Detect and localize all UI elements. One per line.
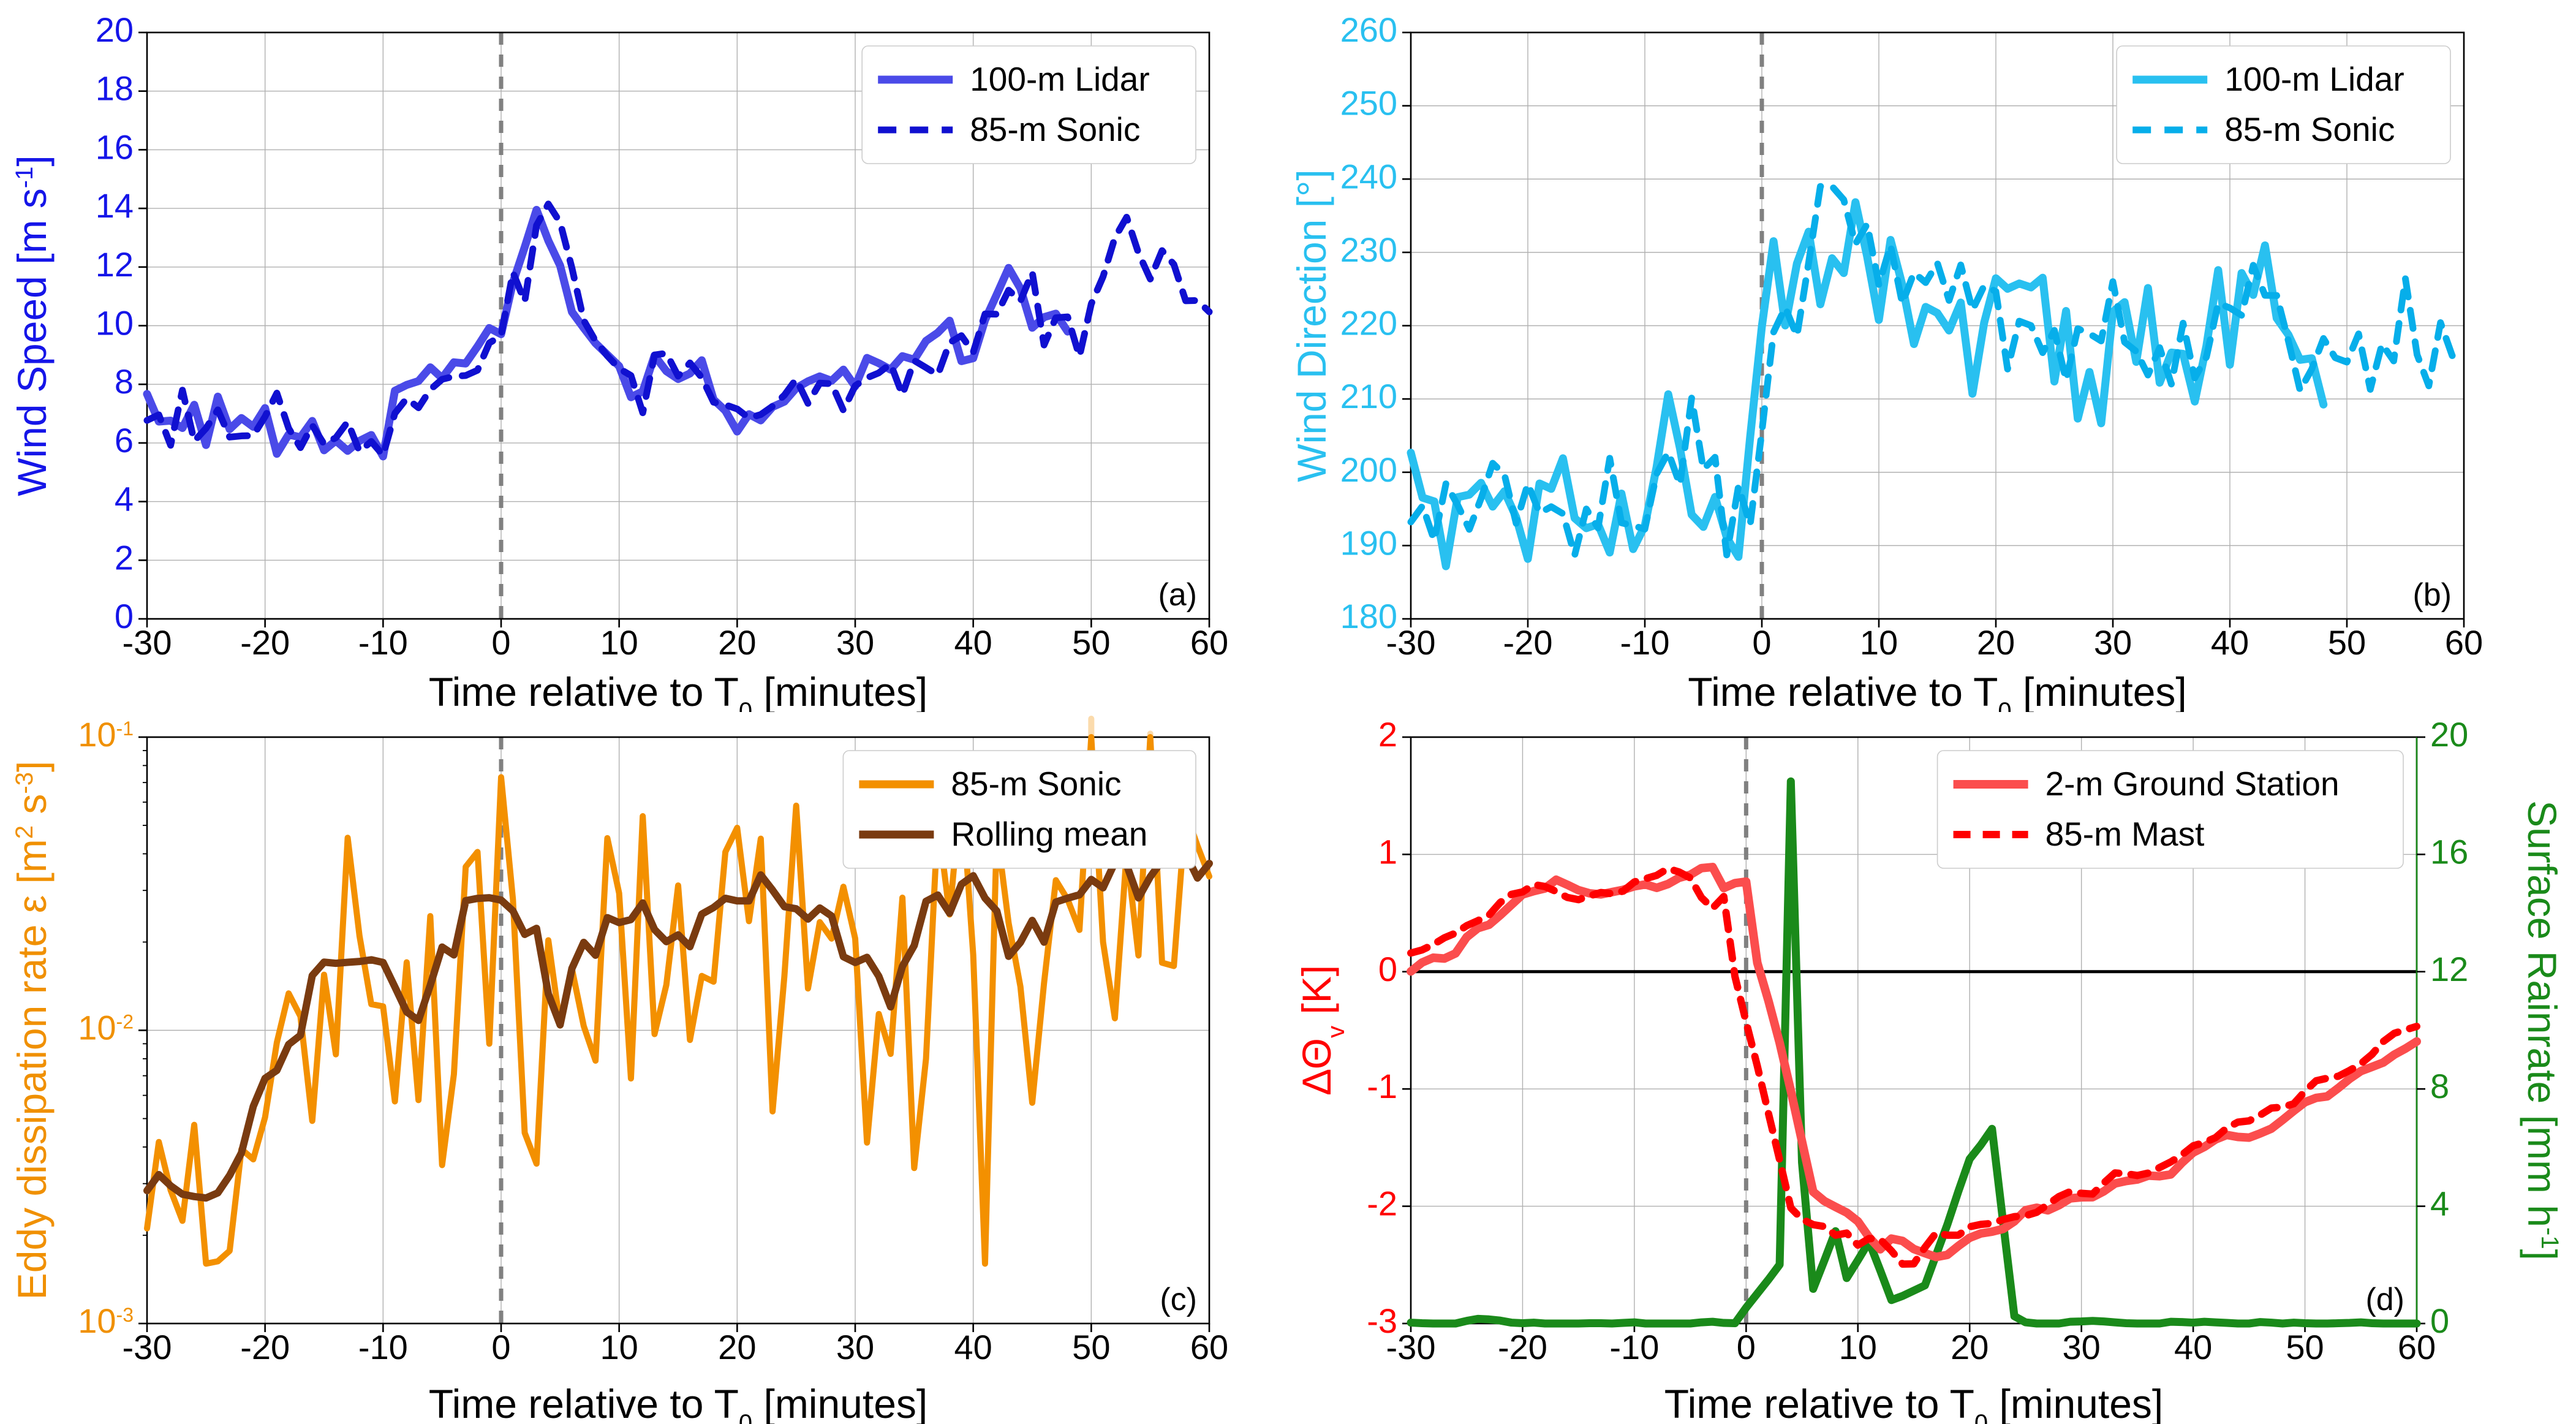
svg-text:0: 0 bbox=[1737, 1328, 1756, 1366]
svg-text:-3: -3 bbox=[1367, 1301, 1397, 1340]
svg-text:Eddy dissipation rate ε [m2 s-: Eddy dissipation rate ε [m2 s-3] bbox=[9, 761, 55, 1300]
svg-text:200: 200 bbox=[1340, 450, 1397, 489]
svg-text:Time relative to T0 [minutes]: Time relative to T0 [minutes] bbox=[429, 1381, 928, 1424]
svg-text:-10: -10 bbox=[358, 1328, 408, 1366]
svg-text:100-m Lidar: 100-m Lidar bbox=[2224, 60, 2404, 98]
svg-text:240: 240 bbox=[1340, 157, 1397, 195]
svg-text:190: 190 bbox=[1340, 523, 1397, 562]
svg-text:30: 30 bbox=[2063, 1328, 2101, 1366]
svg-text:85-m Sonic: 85-m Sonic bbox=[2224, 110, 2395, 148]
svg-text:0: 0 bbox=[491, 623, 510, 662]
svg-text:30: 30 bbox=[836, 623, 874, 662]
svg-text:85-m Sonic: 85-m Sonic bbox=[951, 765, 1121, 803]
svg-text:-20: -20 bbox=[240, 1328, 290, 1366]
svg-text:14: 14 bbox=[96, 186, 134, 225]
svg-text:-20: -20 bbox=[1498, 1328, 1547, 1366]
svg-text:0: 0 bbox=[2430, 1301, 2449, 1340]
svg-text:50: 50 bbox=[2286, 1328, 2324, 1366]
svg-text:10: 10 bbox=[1839, 1328, 1877, 1366]
svg-text:4: 4 bbox=[115, 480, 134, 518]
svg-text:2-m Ground Station: 2-m Ground Station bbox=[2045, 765, 2340, 803]
svg-text:230: 230 bbox=[1340, 230, 1397, 269]
svg-text:-20: -20 bbox=[240, 623, 290, 662]
svg-text:60: 60 bbox=[1190, 1328, 1228, 1366]
svg-text:30: 30 bbox=[2094, 623, 2132, 662]
svg-text:4: 4 bbox=[2430, 1184, 2449, 1223]
svg-text:60: 60 bbox=[2445, 623, 2483, 662]
svg-text:-10: -10 bbox=[1609, 1328, 1659, 1366]
svg-text:Time relative to T0 [minutes]: Time relative to T0 [minutes] bbox=[429, 669, 928, 712]
svg-text:12: 12 bbox=[96, 245, 134, 284]
svg-text:(b): (b) bbox=[2412, 577, 2452, 613]
svg-text:Time relative to T0 [minutes]: Time relative to T0 [minutes] bbox=[1688, 669, 2187, 712]
svg-text:20: 20 bbox=[96, 10, 134, 49]
svg-text:20: 20 bbox=[1977, 623, 2015, 662]
svg-text:10: 10 bbox=[1860, 623, 1898, 662]
svg-text:Time relative to T0 [minutes]: Time relative to T0 [minutes] bbox=[1664, 1381, 2164, 1424]
svg-text:6: 6 bbox=[115, 421, 134, 460]
svg-text:20: 20 bbox=[718, 1328, 756, 1366]
svg-text:-10: -10 bbox=[358, 623, 408, 662]
svg-text:16: 16 bbox=[96, 127, 134, 166]
svg-text:-1: -1 bbox=[1367, 1067, 1397, 1105]
svg-text:85-m Sonic: 85-m Sonic bbox=[970, 110, 1140, 148]
svg-text:20: 20 bbox=[718, 623, 756, 662]
svg-text:10: 10 bbox=[600, 1328, 638, 1366]
svg-text:(a): (a) bbox=[1158, 577, 1197, 613]
svg-text:210: 210 bbox=[1340, 377, 1397, 415]
svg-text:2: 2 bbox=[1378, 715, 1397, 754]
svg-text:50: 50 bbox=[2328, 623, 2366, 662]
svg-text:18: 18 bbox=[96, 69, 134, 108]
svg-text:50: 50 bbox=[1072, 1328, 1110, 1366]
svg-text:0: 0 bbox=[491, 1328, 510, 1366]
svg-text:30: 30 bbox=[836, 1328, 874, 1366]
svg-text:16: 16 bbox=[2430, 832, 2468, 871]
svg-text:10: 10 bbox=[96, 304, 134, 343]
svg-text:60: 60 bbox=[1190, 623, 1228, 662]
svg-text:50: 50 bbox=[1072, 623, 1110, 662]
svg-text:0: 0 bbox=[115, 597, 134, 635]
svg-text:0: 0 bbox=[1378, 950, 1397, 988]
svg-text:40: 40 bbox=[2174, 1328, 2212, 1366]
svg-text:Wind Speed [m s-1]: Wind Speed [m s-1] bbox=[9, 155, 55, 496]
svg-text:1: 1 bbox=[1378, 832, 1397, 871]
svg-text:Wind Direction [°]: Wind Direction [°] bbox=[1289, 169, 1334, 482]
svg-text:10: 10 bbox=[600, 623, 638, 662]
svg-text:-30: -30 bbox=[123, 1328, 172, 1366]
svg-text:100-m Lidar: 100-m Lidar bbox=[970, 60, 1149, 98]
svg-text:20: 20 bbox=[2430, 715, 2468, 754]
svg-text:250: 250 bbox=[1340, 84, 1397, 123]
svg-text:8: 8 bbox=[115, 362, 134, 401]
svg-text:220: 220 bbox=[1340, 304, 1397, 343]
svg-text:0: 0 bbox=[1752, 623, 1771, 662]
svg-text:260: 260 bbox=[1340, 10, 1397, 49]
svg-text:8: 8 bbox=[2430, 1067, 2449, 1105]
svg-text:85-m Mast: 85-m Mast bbox=[2045, 815, 2205, 853]
svg-text:(d): (d) bbox=[2365, 1282, 2404, 1317]
svg-text:-10: -10 bbox=[1620, 623, 1670, 662]
svg-text:Rolling mean: Rolling mean bbox=[951, 815, 1147, 853]
svg-text:20: 20 bbox=[1951, 1328, 1989, 1366]
svg-text:(c): (c) bbox=[1160, 1282, 1197, 1317]
svg-text:Surface Rainrate [mm h-1]: Surface Rainrate [mm h-1] bbox=[2520, 800, 2565, 1260]
svg-text:-2: -2 bbox=[1367, 1184, 1397, 1223]
svg-text:-20: -20 bbox=[1503, 623, 1553, 662]
svg-text:40: 40 bbox=[954, 623, 992, 662]
svg-text:40: 40 bbox=[2211, 623, 2249, 662]
svg-text:12: 12 bbox=[2430, 950, 2468, 988]
svg-text:2: 2 bbox=[115, 538, 134, 577]
svg-text:180: 180 bbox=[1340, 597, 1397, 635]
svg-text:40: 40 bbox=[954, 1328, 992, 1366]
